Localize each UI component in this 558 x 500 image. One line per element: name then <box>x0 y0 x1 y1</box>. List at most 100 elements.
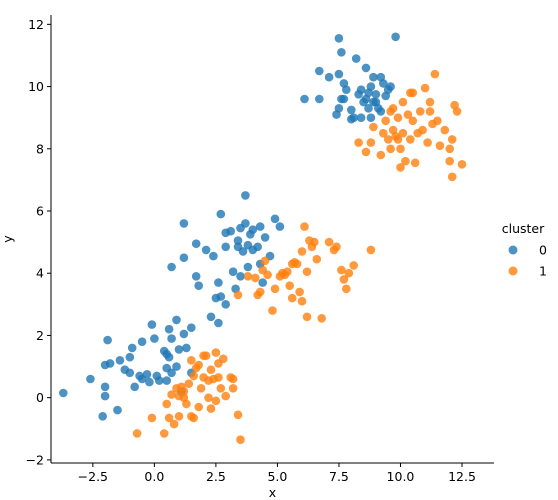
x-tick-label: 10.0 <box>387 469 415 484</box>
scatter-point-cluster-0 <box>258 278 268 287</box>
scatter-point-cluster-0 <box>241 191 250 200</box>
scatter-point-cluster-1 <box>447 135 457 144</box>
scatter-point-cluster-0 <box>214 278 223 287</box>
x-axis-label: x <box>269 485 276 500</box>
scatter-point-cluster-1 <box>406 88 415 98</box>
scatter-point-cluster-1 <box>287 293 297 303</box>
scatter-point-cluster-1 <box>164 413 174 423</box>
scatter-point-cluster-1 <box>406 135 415 144</box>
scatter-point-cluster-0 <box>150 334 159 343</box>
scatter-point-cluster-0 <box>221 300 230 309</box>
scatter-point-cluster-0 <box>391 32 400 42</box>
scatter-point-cluster-0 <box>167 262 176 272</box>
scatter-point-cluster-0 <box>98 412 107 421</box>
scatter-point-cluster-1 <box>206 365 216 375</box>
scatter-point-cluster-1 <box>189 413 198 423</box>
scatter-point-cluster-1 <box>447 172 457 182</box>
scatter-point-cluster-1 <box>233 410 243 420</box>
scatter-point-cluster-0 <box>366 113 376 122</box>
scatter-point-cluster-1 <box>418 125 427 135</box>
scatter-point-cluster-0 <box>191 272 201 281</box>
scatter-point-cluster-0 <box>347 114 356 124</box>
scatter-point-cluster-0 <box>253 242 262 252</box>
scatter-point-cluster-1 <box>408 116 418 126</box>
scatter-point-cluster-0 <box>364 104 373 113</box>
scatter-point-cluster-0 <box>191 239 201 248</box>
y-tick-label: −2 <box>26 452 44 467</box>
scatter-point-cluster-0 <box>187 323 196 333</box>
scatter-point-cluster-0 <box>369 72 378 82</box>
scatter-point-cluster-0 <box>334 34 344 43</box>
legend-marker <box>508 266 518 276</box>
scatter-point-cluster-0 <box>226 226 235 236</box>
scatter-point-cluster-0 <box>233 236 243 245</box>
scatter-point-cluster-0 <box>103 335 112 345</box>
scatter-point-cluster-0 <box>145 377 154 387</box>
scatter-point-cluster-0 <box>86 374 95 384</box>
scatter-point-cluster-1 <box>354 138 363 147</box>
scatter-point-cluster-1 <box>344 268 354 278</box>
scatter-point-cluster-1 <box>366 245 376 255</box>
scatter-point-cluster-0 <box>142 370 152 379</box>
scatter-point-cluster-0 <box>137 337 147 347</box>
scatter-point-cluster-0 <box>164 352 174 362</box>
scatter-point-cluster-0 <box>255 222 265 231</box>
scatter-point-cluster-0 <box>236 272 245 281</box>
x-tick-label: 0.0 <box>144 469 164 484</box>
scatter-point-cluster-1 <box>381 116 391 126</box>
y-tick-label: 6 <box>36 204 44 219</box>
x-tick-label: 7.5 <box>329 469 349 484</box>
scatter-point-cluster-0 <box>337 48 346 57</box>
y-tick-label: 2 <box>36 328 44 343</box>
legend-title: cluster <box>502 221 545 236</box>
scatter-point-cluster-1 <box>211 396 221 406</box>
scatter-point-cluster-1 <box>401 156 410 166</box>
scatter-point-cluster-0 <box>113 405 122 415</box>
scatter-point-cluster-0 <box>356 113 366 122</box>
scatter-point-cluster-0 <box>248 225 258 234</box>
scatter-point-cluster-1 <box>268 306 277 315</box>
legend: cluster 0 1 <box>502 221 547 279</box>
scatter-point-cluster-1 <box>440 125 450 135</box>
scatter-point-cluster-0 <box>337 94 346 104</box>
scatter-point-cluster-0 <box>59 388 68 398</box>
scatter-point-cluster-1 <box>388 104 398 113</box>
scatter-point-cluster-0 <box>376 107 386 116</box>
scatter-point-cluster-1 <box>206 404 216 413</box>
scatter-point-cluster-1 <box>423 138 432 147</box>
scatter-point-cluster-1 <box>204 393 213 403</box>
x-tick-label: 2.5 <box>206 469 226 484</box>
scatter-point-cluster-0 <box>147 320 157 329</box>
scatter-point-cluster-1 <box>433 116 442 126</box>
y-axis-ticks: −2 0 2 4 6 8 10 12 <box>26 17 51 467</box>
scatter-point-cluster-0 <box>167 368 176 378</box>
scatter-point-cluster-1 <box>295 287 304 297</box>
scatter-point-cluster-1 <box>147 413 157 423</box>
scatter-point-cluster-1 <box>457 160 467 169</box>
scatter-point-cluster-0 <box>361 94 371 104</box>
scatter-point-cluster-0 <box>105 359 115 368</box>
x-tick-label: −2.5 <box>78 469 108 484</box>
scatter-point-cluster-1 <box>216 384 226 393</box>
scatter-point-cluster-1 <box>211 348 221 357</box>
scatter-point-cluster-0 <box>130 382 139 392</box>
scatter-point-cluster-0 <box>125 368 135 378</box>
scatter-point-cluster-0 <box>334 69 344 79</box>
scatter-point-cluster-1 <box>196 384 206 393</box>
scatter-point-cluster-0 <box>194 281 203 291</box>
scatter-point-cluster-0 <box>361 63 371 73</box>
scatter-point-cluster-1 <box>310 237 319 247</box>
scatter-point-cluster-0 <box>209 251 218 261</box>
scatter-point-cluster-0 <box>347 105 356 115</box>
scatter-point-cluster-1 <box>435 141 445 150</box>
legend-marker <box>508 245 518 255</box>
scatter-point-cluster-0 <box>275 222 285 231</box>
scatter-point-cluster-1 <box>398 97 408 107</box>
scatter-point-cluster-0 <box>315 66 324 76</box>
scatter-point-cluster-0 <box>164 324 174 334</box>
y-tick-label: 0 <box>36 390 44 405</box>
scatter-point-cluster-0 <box>179 253 189 262</box>
scatter-point-cluster-0 <box>172 315 181 325</box>
scatter-point-cluster-1 <box>251 273 260 283</box>
